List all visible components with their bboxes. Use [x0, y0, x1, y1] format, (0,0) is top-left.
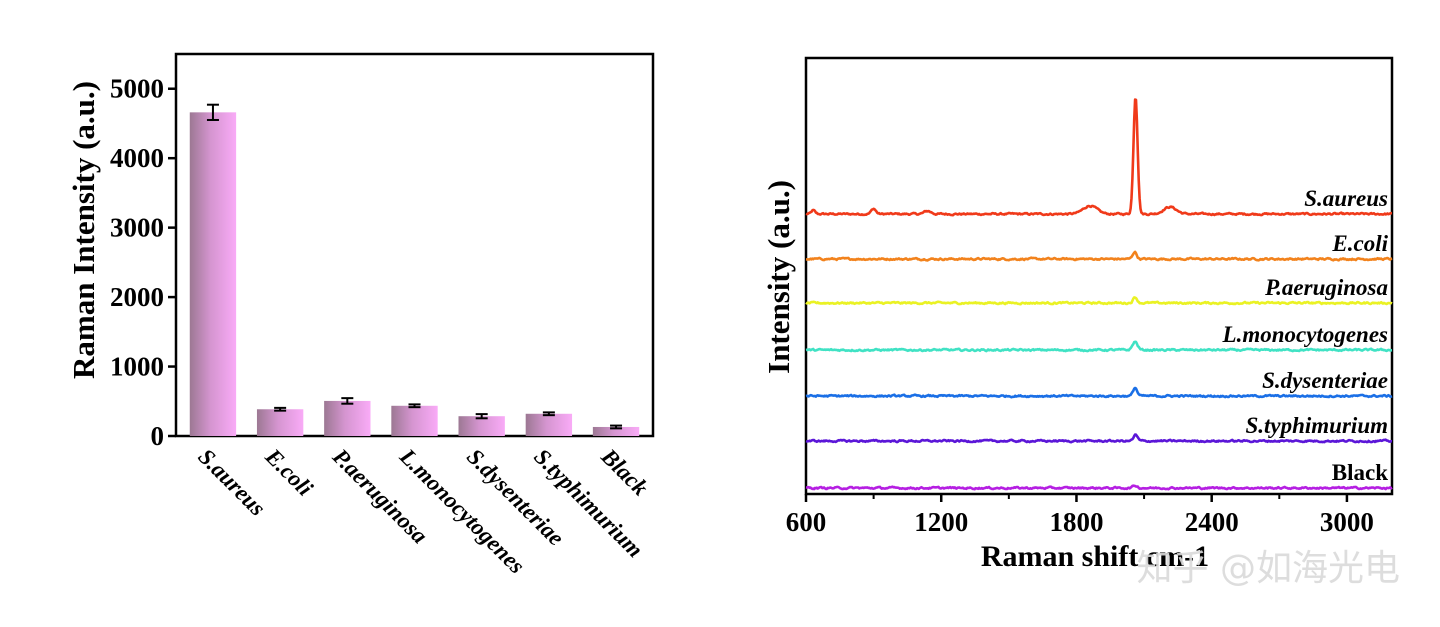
bar	[324, 400, 371, 436]
bar-y-tick-label: 5000	[110, 74, 164, 104]
spectra-x-tick-label: 2400	[1185, 507, 1239, 537]
error-bar	[206, 103, 219, 121]
error-bar	[408, 403, 421, 409]
error-bar	[274, 406, 287, 412]
bar	[256, 409, 304, 436]
spectrum-label: L.monocytogenes	[1222, 322, 1388, 347]
error-bar	[542, 411, 555, 417]
spectra-x-axis-label: Raman shift cm-1	[981, 540, 1209, 573]
bar-y-axis: 0 1000 2000 3000 4000 5000	[110, 74, 176, 451]
spectra-x-tick-label: 1200	[914, 507, 968, 537]
spectra-y-axis-label: Intensity (a.u.)	[761, 180, 796, 374]
bar	[189, 112, 237, 436]
bar	[525, 413, 573, 436]
spectra-series	[805, 98, 1393, 491]
spectrum-line-sdysenteriae	[805, 386, 1393, 399]
bar	[592, 426, 640, 436]
spectrum-label: E.coli	[1331, 231, 1388, 256]
spectrum-label: P.aeruginosa	[1264, 275, 1388, 300]
bar	[391, 405, 438, 436]
spectra-x-tick-label: 1800	[1049, 507, 1103, 537]
bar-chart-frame	[174, 52, 655, 438]
bar-y-axis-label: Raman Intensity (a.u.)	[66, 81, 101, 379]
spectrum-line-ecoli	[805, 250, 1393, 262]
error-bar	[341, 397, 354, 405]
spectra-legend-labels: S.aureus E.coli P.aeruginosa L.monocytogene…	[1222, 186, 1389, 485]
spectrum-label: Black	[1332, 460, 1388, 485]
spectrum-line-black	[805, 484, 1393, 491]
bar-y-tick-label: 2000	[110, 282, 164, 312]
spectra-x-tick-label: 3000	[1320, 507, 1374, 537]
bar	[458, 416, 505, 436]
spectra-chart: S.aureus E.coli P.aeruginosa L.monocytogene…	[761, 56, 1394, 573]
spectrum-line-saureus	[805, 98, 1393, 217]
spectra-x-axis: 600 1200 1800 2400 3000	[786, 494, 1374, 537]
spectrum-line-lmonocytogenes	[805, 340, 1393, 353]
spectrum-line-paeruginosa	[805, 296, 1393, 306]
spectrum-label: S.typhimurium	[1245, 413, 1388, 438]
spectra-x-tick-label: 600	[786, 507, 827, 537]
spectrum-line-styphimurium	[805, 433, 1393, 444]
error-bar	[610, 424, 623, 430]
bar-x-tick-label: E.coli	[260, 443, 318, 501]
bar-y-tick-label: 3000	[110, 213, 164, 243]
spectrum-label: S.aureus	[1304, 186, 1388, 211]
bar-y-tick-label: 4000	[110, 143, 164, 173]
spectra-chart-frame	[804, 56, 1394, 496]
watermark: 知乎 @如海光电	[1137, 548, 1400, 589]
bar-series	[189, 103, 640, 436]
bar-y-tick-label: 0	[151, 421, 165, 451]
bar-x-tick-label: S.aureus	[193, 444, 270, 521]
bar-y-tick-label: 1000	[110, 352, 164, 382]
error-bar	[475, 413, 488, 420]
bar-x-tick-label: L.monocytogenes	[394, 443, 529, 578]
spectrum-label: S.dysenteriae	[1262, 368, 1388, 393]
bar-x-tick-label: Black	[596, 443, 654, 501]
